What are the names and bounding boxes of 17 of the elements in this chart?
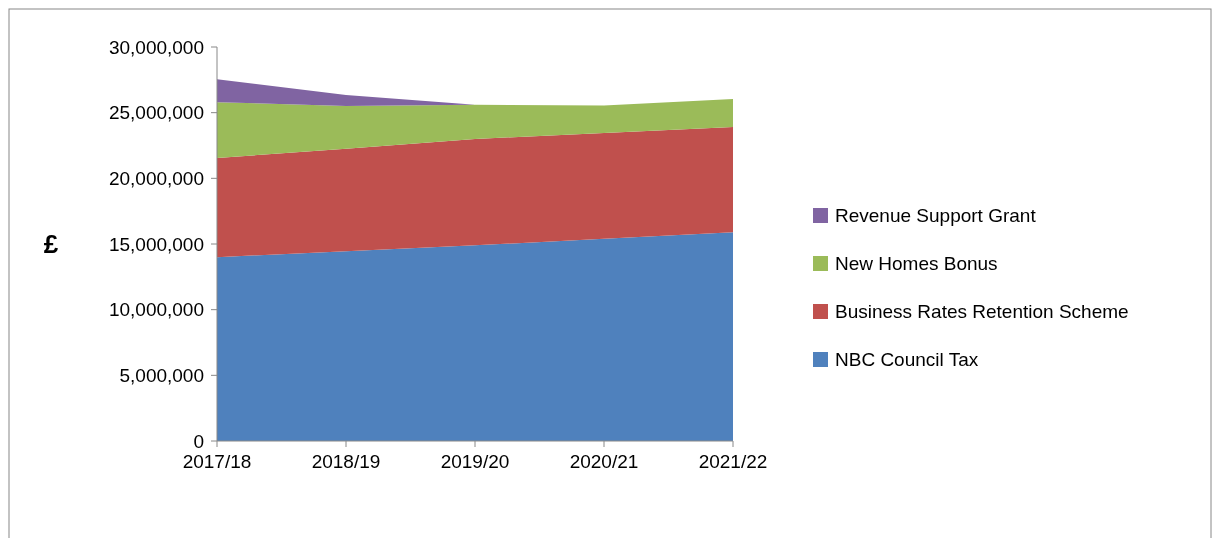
y-tick-label: 15,000,000 xyxy=(108,233,204,255)
legend-label: Revenue Support Grant xyxy=(835,204,1037,226)
y-tick-label: 20,000,000 xyxy=(108,167,204,189)
x-tick-label: 2019/20 xyxy=(440,451,510,472)
x-tick-label: 2018/19 xyxy=(311,451,381,472)
x-tick-label: 2017/18 xyxy=(182,451,252,472)
x-tick-label: 2021/22 xyxy=(698,451,768,472)
y-tick-label: 5,000,000 xyxy=(119,364,204,386)
legend-label: Business Rates Retention Scheme xyxy=(835,300,1129,322)
x-tick-label: 2020/21 xyxy=(569,451,639,472)
y-axis-title: £ xyxy=(43,229,59,260)
y-tick-label: 10,000,000 xyxy=(108,299,204,321)
y-tick-label: 0 xyxy=(193,430,204,452)
legend-label: New Homes Bonus xyxy=(835,252,998,274)
y-tick-label: 30,000,000 xyxy=(108,36,204,58)
y-tick-label: 25,000,000 xyxy=(108,102,204,124)
legend-label: NBC Council Tax xyxy=(835,348,979,370)
